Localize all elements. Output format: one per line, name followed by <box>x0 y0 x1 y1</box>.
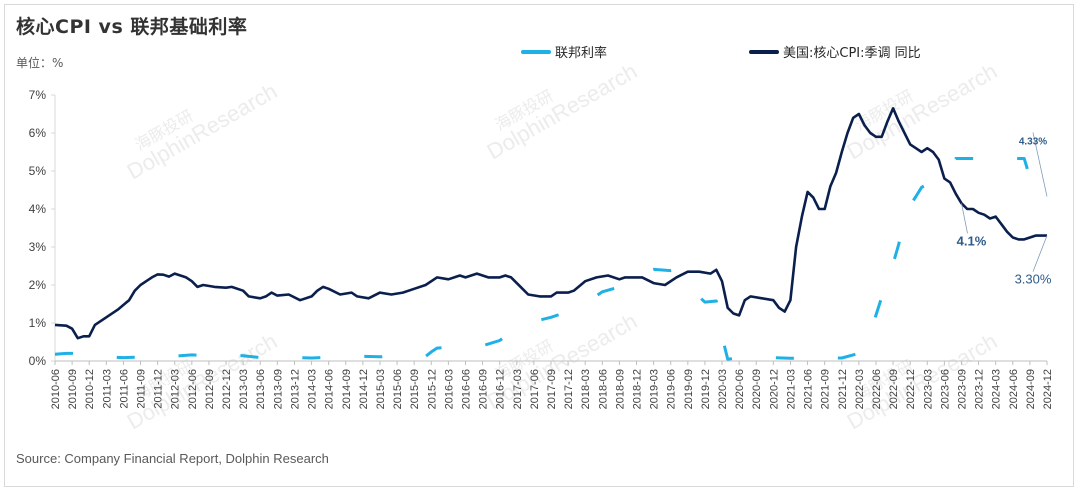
x-tick-label: 2021-03 <box>785 369 797 409</box>
x-tick-label: 2019-03 <box>649 369 661 409</box>
x-tick-label: 2019-09 <box>683 369 695 409</box>
annotation-label: 4.33% <box>1019 136 1047 147</box>
y-tick-label: 1% <box>29 316 47 330</box>
chart-frame <box>4 4 1074 487</box>
x-tick-label: 2024-03 <box>991 369 1003 409</box>
x-tick-label: 2018-03 <box>580 369 592 409</box>
annotation-leader <box>1032 132 1048 197</box>
chart-title: 核心CPI vs 联邦基础利率 <box>16 16 248 38</box>
y-tick-label: 3% <box>29 240 47 254</box>
x-tick-label: 2022-09 <box>888 369 900 409</box>
x-tick-label: 2015-12 <box>426 369 438 409</box>
x-tick-label: 2018-06 <box>597 369 609 409</box>
x-tick-label: 2022-06 <box>871 369 883 409</box>
x-tick-label: 2010-06 <box>50 369 62 409</box>
x-tick-label: 2015-06 <box>392 369 404 409</box>
x-tick-label: 2012-03 <box>170 369 182 409</box>
x-tick-label: 2011-12 <box>153 369 165 409</box>
x-tick-label: 2014-09 <box>341 369 353 409</box>
x-tick-label: 2010-12 <box>84 369 96 409</box>
x-tick-label: 2021-12 <box>837 369 849 409</box>
x-tick-label: 2011-03 <box>101 369 113 409</box>
x-tick-label: 2016-09 <box>478 369 490 409</box>
legend-swatch-cpi <box>749 49 779 54</box>
x-tick-label: 2012-09 <box>204 369 216 409</box>
x-tick-label: 2023-06 <box>939 369 951 409</box>
x-tick-label: 2021-09 <box>820 369 832 409</box>
x-tick-label: 2020-03 <box>717 369 729 409</box>
x-tick-label: 2024-12 <box>1042 369 1054 409</box>
x-tick-label: 2023-12 <box>974 369 986 409</box>
annotation-label: 4.1% <box>957 233 987 248</box>
legend-swatch-fed <box>521 49 551 54</box>
x-tick-label: 2018-12 <box>632 369 644 409</box>
x-tick-label: 2021-06 <box>803 369 815 409</box>
x-tick-label: 2011-09 <box>136 369 148 409</box>
unit-label: 单位：% <box>16 56 64 70</box>
x-tick-label: 2014-12 <box>358 369 370 409</box>
x-tick-label: 2017-03 <box>512 369 524 409</box>
y-tick-label: 2% <box>29 278 47 292</box>
legend-item-fed: 联邦利率 <box>521 42 607 61</box>
annotation-label: 3.30% <box>1015 272 1052 287</box>
source-note: Source: Company Financial Report, Dolphi… <box>16 451 329 466</box>
x-tick-label: 2016-12 <box>495 369 507 409</box>
x-tick-label: 2017-09 <box>546 369 558 409</box>
y-tick-label: 0% <box>29 354 47 368</box>
x-tick-label: 2013-06 <box>255 369 267 409</box>
legend-label-cpi: 美国:核心CPI:季调 同比 <box>783 46 921 61</box>
series-line-cpi <box>54 107 1047 340</box>
x-tick-label: 2022-12 <box>905 369 917 409</box>
x-tick-label: 2023-09 <box>956 369 968 409</box>
legend-label-fed: 联邦利率 <box>555 46 608 61</box>
y-tick-label: 5% <box>29 164 47 178</box>
series-line-fed <box>54 157 1049 361</box>
y-tick-label: 7% <box>29 88 47 102</box>
x-tick-label: 2012-06 <box>187 369 199 409</box>
y-tick-label: 4% <box>29 202 47 216</box>
x-tick-label: 2024-09 <box>1025 369 1037 409</box>
x-tick-label: 2013-12 <box>289 369 301 409</box>
x-tick-label: 2010-09 <box>67 369 79 409</box>
y-tick-label: 6% <box>29 126 47 140</box>
x-tick-label: 2013-09 <box>272 369 284 409</box>
annotation-leader <box>961 203 968 234</box>
x-tick-label: 2012-12 <box>221 369 233 409</box>
x-tick-label: 2018-09 <box>614 369 626 409</box>
x-tick-label: 2019-12 <box>700 369 712 409</box>
x-tick-label: 2016-06 <box>460 369 472 409</box>
x-tick-label: 2015-09 <box>409 369 421 409</box>
x-tick-label: 2014-03 <box>307 369 319 409</box>
x-tick-label: 2016-03 <box>443 369 455 409</box>
x-tick-label: 2017-06 <box>529 369 541 409</box>
x-tick-label: 2015-03 <box>375 369 387 409</box>
x-tick-label: 2014-06 <box>324 369 336 409</box>
x-tick-label: 2023-03 <box>922 369 934 409</box>
x-tick-label: 2019-06 <box>666 369 678 409</box>
x-tick-label: 2024-06 <box>1008 369 1020 409</box>
annotation-leader <box>1032 235 1048 272</box>
x-tick-label: 2020-09 <box>751 369 763 409</box>
x-tick-label: 2022-03 <box>854 369 866 409</box>
x-tick-label: 2011-06 <box>118 369 130 409</box>
x-tick-label: 2020-06 <box>734 369 746 409</box>
x-tick-label: 2017-12 <box>563 369 575 409</box>
x-tick-label: 2020-12 <box>768 369 780 409</box>
legend-item-cpi: 美国:核心CPI:季调 同比 <box>749 42 921 61</box>
x-tick-label: 2013-03 <box>238 369 250 409</box>
